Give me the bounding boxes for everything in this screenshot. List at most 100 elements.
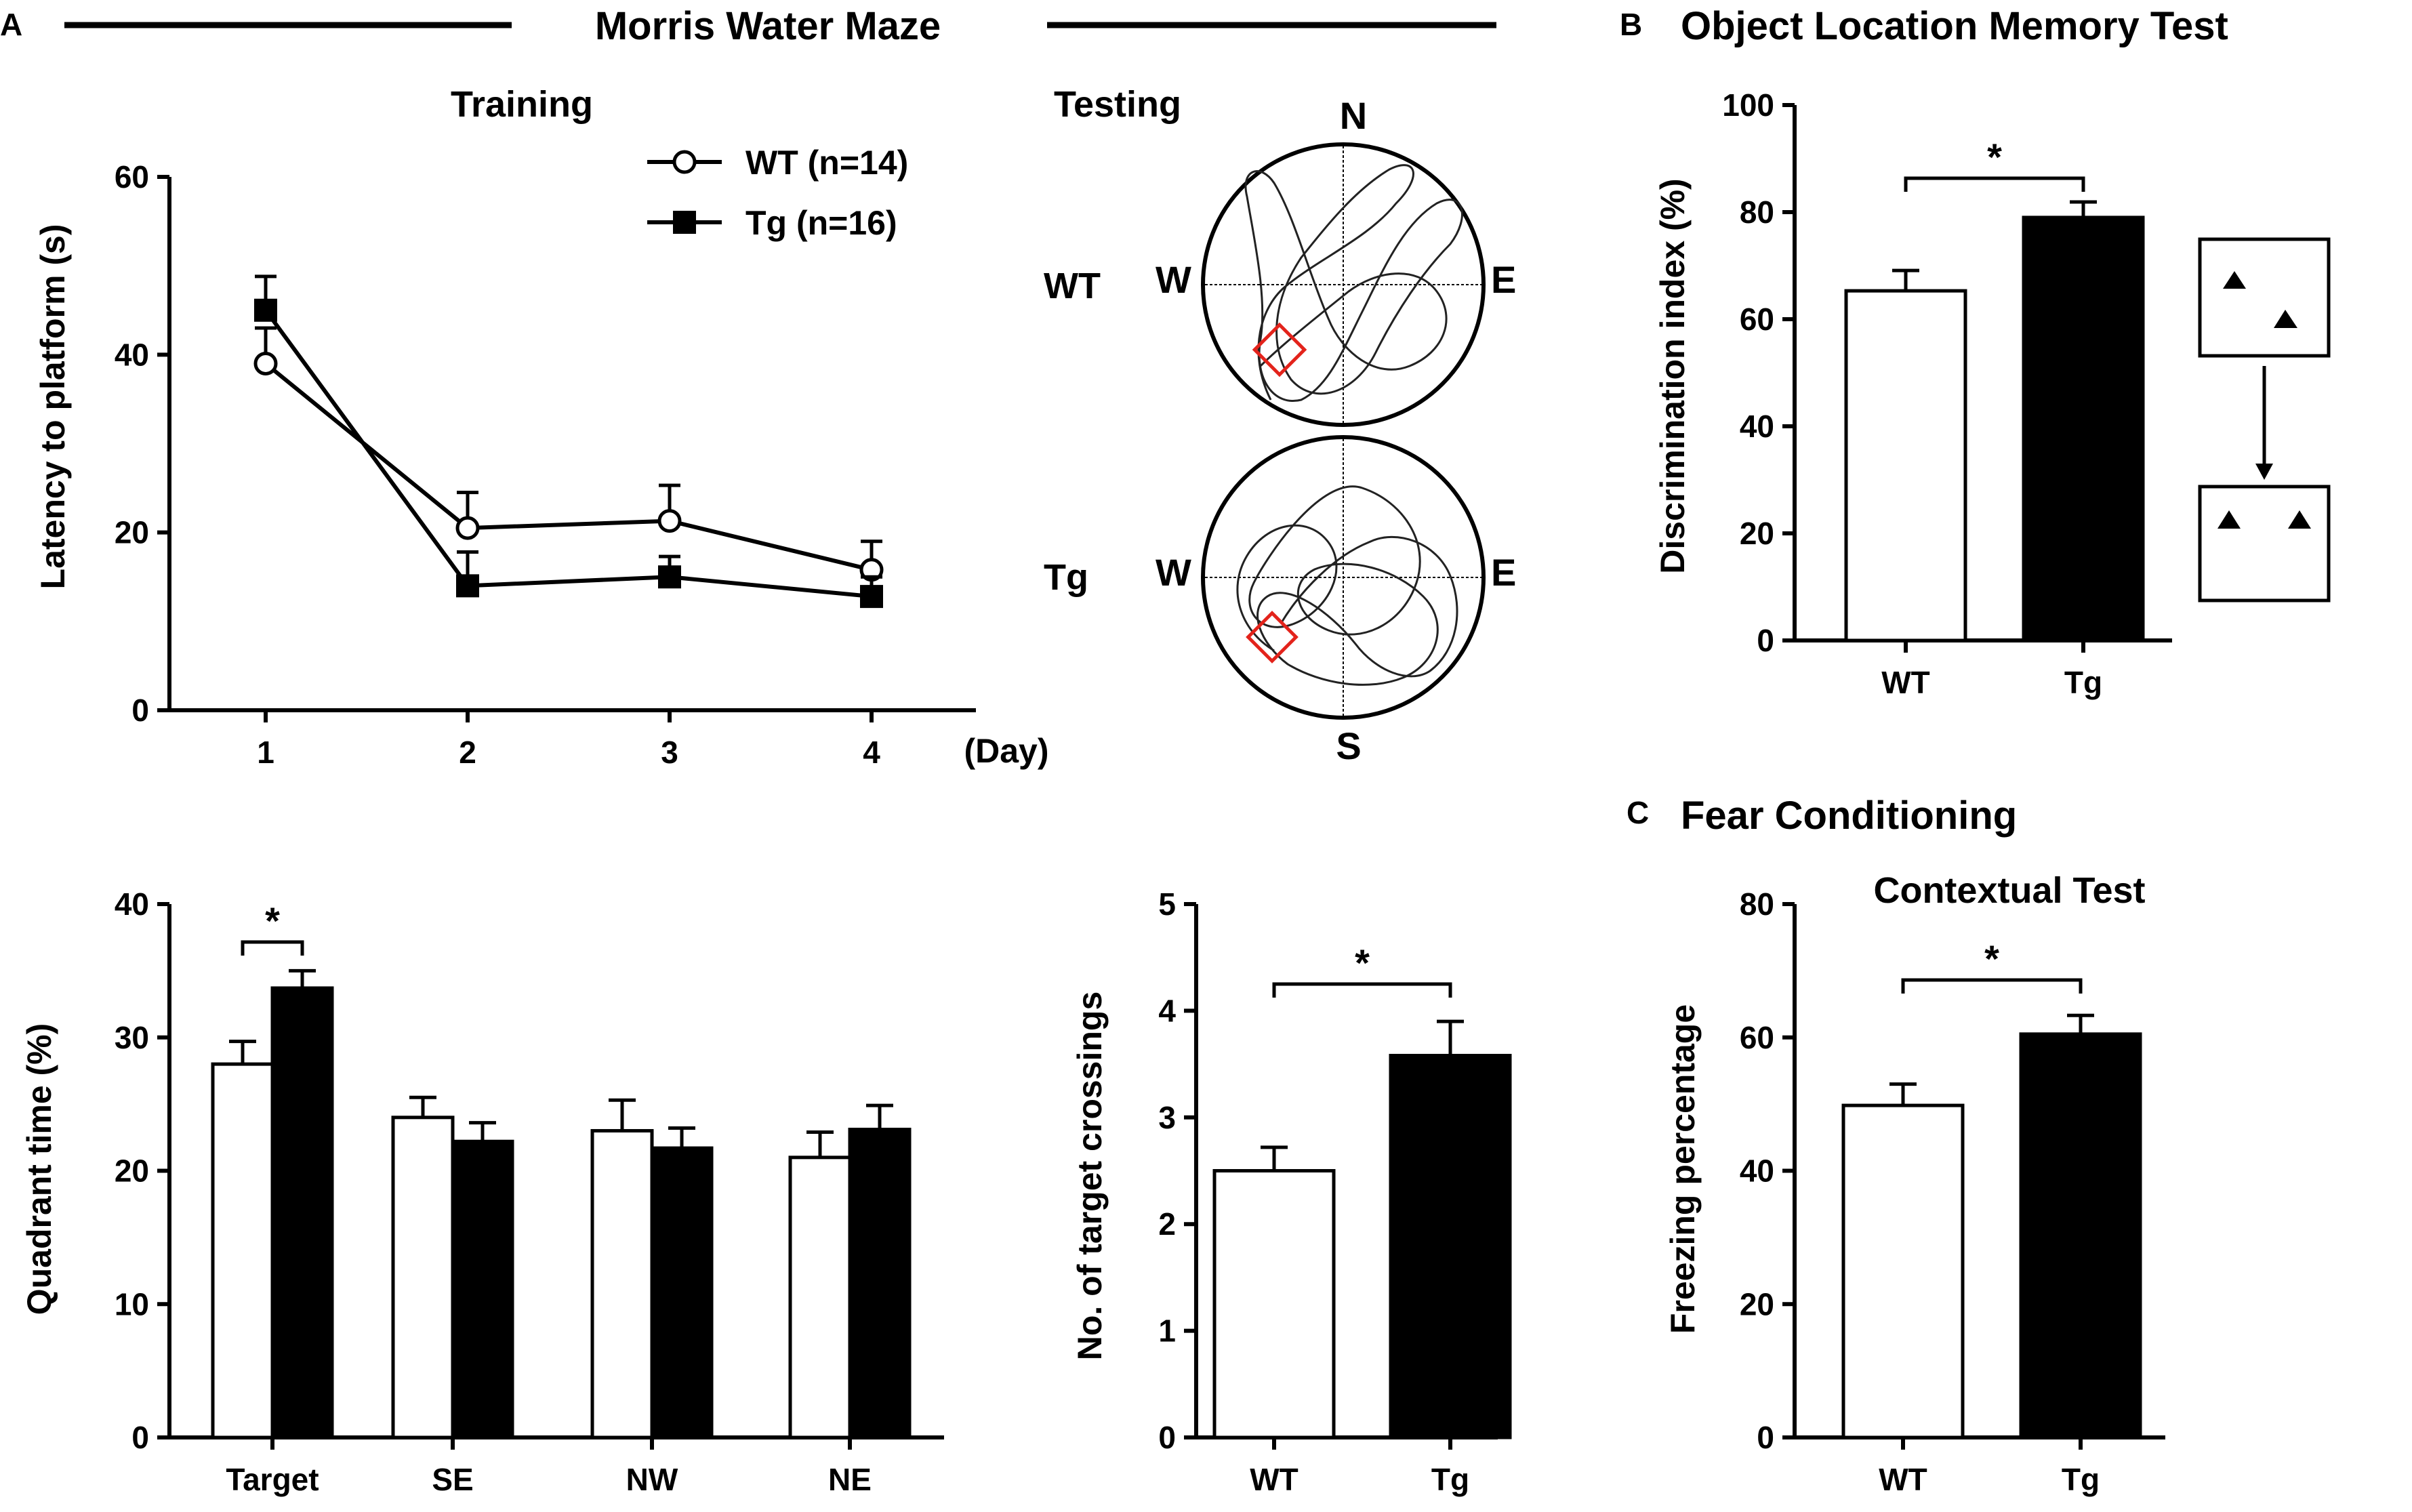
fear-y-tick-label: 20	[1740, 1286, 1774, 1322]
quadrant-y-tick-label: 0	[131, 1420, 149, 1455]
tg-pool	[1201, 435, 1486, 720]
fear-y-tick-label: 60	[1740, 1020, 1774, 1055]
training-y-tick-label: 60	[115, 159, 149, 195]
compass-west-wt: W	[1156, 258, 1191, 301]
training-x-tick-label: 1	[257, 735, 274, 770]
fear-bar-tg	[2019, 1032, 2142, 1439]
testing-row-tg: Tg	[1044, 557, 1088, 598]
compass-east-wt: E	[1491, 258, 1516, 301]
legend-tg-marker	[673, 211, 696, 234]
fear-y-tick-label: 0	[1757, 1420, 1774, 1455]
fear-significance-bracket	[1901, 978, 2083, 994]
training-x-tick-label: 2	[459, 735, 476, 770]
training-chart: Training Latency to platform (s) (Day) 0…	[34, 84, 1049, 770]
quadrant-y-axis-title: Quadrant time (%)	[20, 1023, 58, 1315]
crossings-bar-wt	[1212, 1169, 1336, 1439]
wt-swim-path	[1244, 164, 1463, 402]
training-series-1-line	[264, 308, 872, 599]
object-significance-bracket	[1904, 176, 2085, 192]
panel-c-title: Fear Conditioning	[1681, 794, 2017, 838]
quadrant-significance-bracket	[241, 940, 304, 956]
panel-letter-a: A	[0, 7, 22, 42]
object-y-tick-label: 80	[1740, 195, 1774, 230]
training-x-axis-title: (Day)	[964, 732, 1048, 770]
object-y-tick-label: 60	[1740, 302, 1774, 337]
fear-y-tick-label: 80	[1740, 886, 1774, 922]
crossings-y-tick-label: 4	[1158, 993, 1176, 1028]
legend-tg-label: Tg (n=16)	[745, 204, 897, 242]
object-bar-wt	[1844, 289, 1967, 642]
training-tg-point	[456, 574, 479, 598]
crossings-y-tick-label: 3	[1158, 1100, 1176, 1135]
quadrant-x-tick-label: Target	[226, 1462, 319, 1497]
quadrant-significance-label: *	[265, 899, 280, 942]
quadrant-bar-tg	[650, 1146, 714, 1439]
crossings-bar-tg	[1389, 1054, 1512, 1439]
quadrant-bar-tg	[451, 1139, 514, 1439]
crossings-x-tick-label: Tg	[1431, 1462, 1469, 1497]
training-tg-point	[860, 585, 883, 609]
training-wt-point	[657, 509, 682, 533]
compass-west-tg: W	[1156, 551, 1191, 594]
crossings-y-tick-label: 5	[1158, 886, 1176, 922]
crossings-y-axis-title: No. of target crossings	[1071, 992, 1109, 1361]
training-wt-point	[455, 516, 480, 540]
fear-x-tick-label: WT	[1879, 1462, 1927, 1497]
crossings-y-tick-label: 0	[1158, 1420, 1176, 1455]
object-y-tick-label: 100	[1722, 87, 1774, 123]
crossings-y-tick-label: 1	[1158, 1313, 1176, 1349]
quadrant-bar-wt	[590, 1128, 654, 1439]
quadrant-y-tick-label: 40	[115, 886, 149, 922]
training-x-tick-label: 3	[661, 735, 678, 770]
training-y-axis-title: Latency to platform (s)	[34, 224, 72, 590]
quadrant-bar-tg	[270, 986, 334, 1439]
fear-y-axis-title: Freezing percentage	[1664, 1004, 1702, 1334]
quadrant-bar-wt	[788, 1156, 852, 1439]
panel-a-title: Morris Water Maze	[595, 4, 941, 48]
panel-letter-b: B	[1620, 7, 1642, 42]
object-triangle-icon	[2223, 271, 2246, 289]
crossings-significance-bracket	[1272, 982, 1452, 998]
compass-south: S	[1336, 724, 1361, 767]
object-y-tick-label: 0	[1757, 623, 1774, 658]
panel-letter-c: C	[1627, 795, 1649, 830]
quadrant-x-tick-label: SE	[432, 1462, 473, 1497]
crossings-y-tick-label: 2	[1158, 1206, 1176, 1242]
training-legend: WT (n=14) Tg (n=16)	[647, 144, 908, 242]
quadrant-bar-wt	[211, 1062, 274, 1439]
training-x-tick-label: 4	[863, 735, 880, 770]
object-triangle-icon	[2217, 510, 2241, 529]
wt-platform	[1252, 322, 1307, 377]
object-significance-label: *	[1987, 136, 2002, 178]
testing-panel: Testing N WT W E Tg W E S	[1044, 84, 1516, 767]
fear-x-tick-label: Tg	[2062, 1462, 2100, 1497]
object-bar-tg	[2022, 216, 2145, 642]
object-y-tick-label: 20	[1740, 516, 1774, 551]
fear-y-tick-label: 40	[1740, 1153, 1774, 1189]
compass-east-tg: E	[1491, 551, 1516, 594]
quadrant-bar-wt	[391, 1116, 455, 1439]
fear-subtitle: Contextual Test	[1873, 870, 2145, 911]
quadrant-y-tick-label: 10	[115, 1286, 149, 1322]
quadrant-x-tick-label: NE	[828, 1462, 872, 1497]
training-wt-point	[253, 351, 278, 375]
legend-wt-marker	[672, 150, 697, 174]
arrow-down-icon	[2255, 464, 2273, 480]
object-triangle-icon	[2274, 310, 2297, 328]
legend-wt-label: WT (n=14)	[745, 144, 908, 182]
training-y-tick-label: 20	[115, 515, 149, 550]
training-title: Training	[451, 84, 593, 125]
object-location-chart: B Object Location Memory Test Discrimina…	[1620, 4, 2331, 700]
fear-conditioning-chart: C Fear Conditioning Contextual Test Free…	[1627, 794, 2165, 1497]
object-x-tick-label: WT	[1881, 665, 1930, 700]
testing-title: Testing	[1054, 84, 1181, 125]
crossings-significance-label: *	[1355, 941, 1370, 984]
training-tg-point	[658, 565, 681, 589]
object-y-tick-label: 40	[1740, 409, 1774, 444]
quadrant-y-tick-label: 30	[115, 1020, 149, 1055]
quadrant-y-tick-label: 20	[115, 1153, 149, 1189]
fear-bar-wt	[1841, 1103, 1965, 1439]
tg-swim-path	[1236, 485, 1458, 686]
compass-north: N	[1340, 94, 1367, 137]
